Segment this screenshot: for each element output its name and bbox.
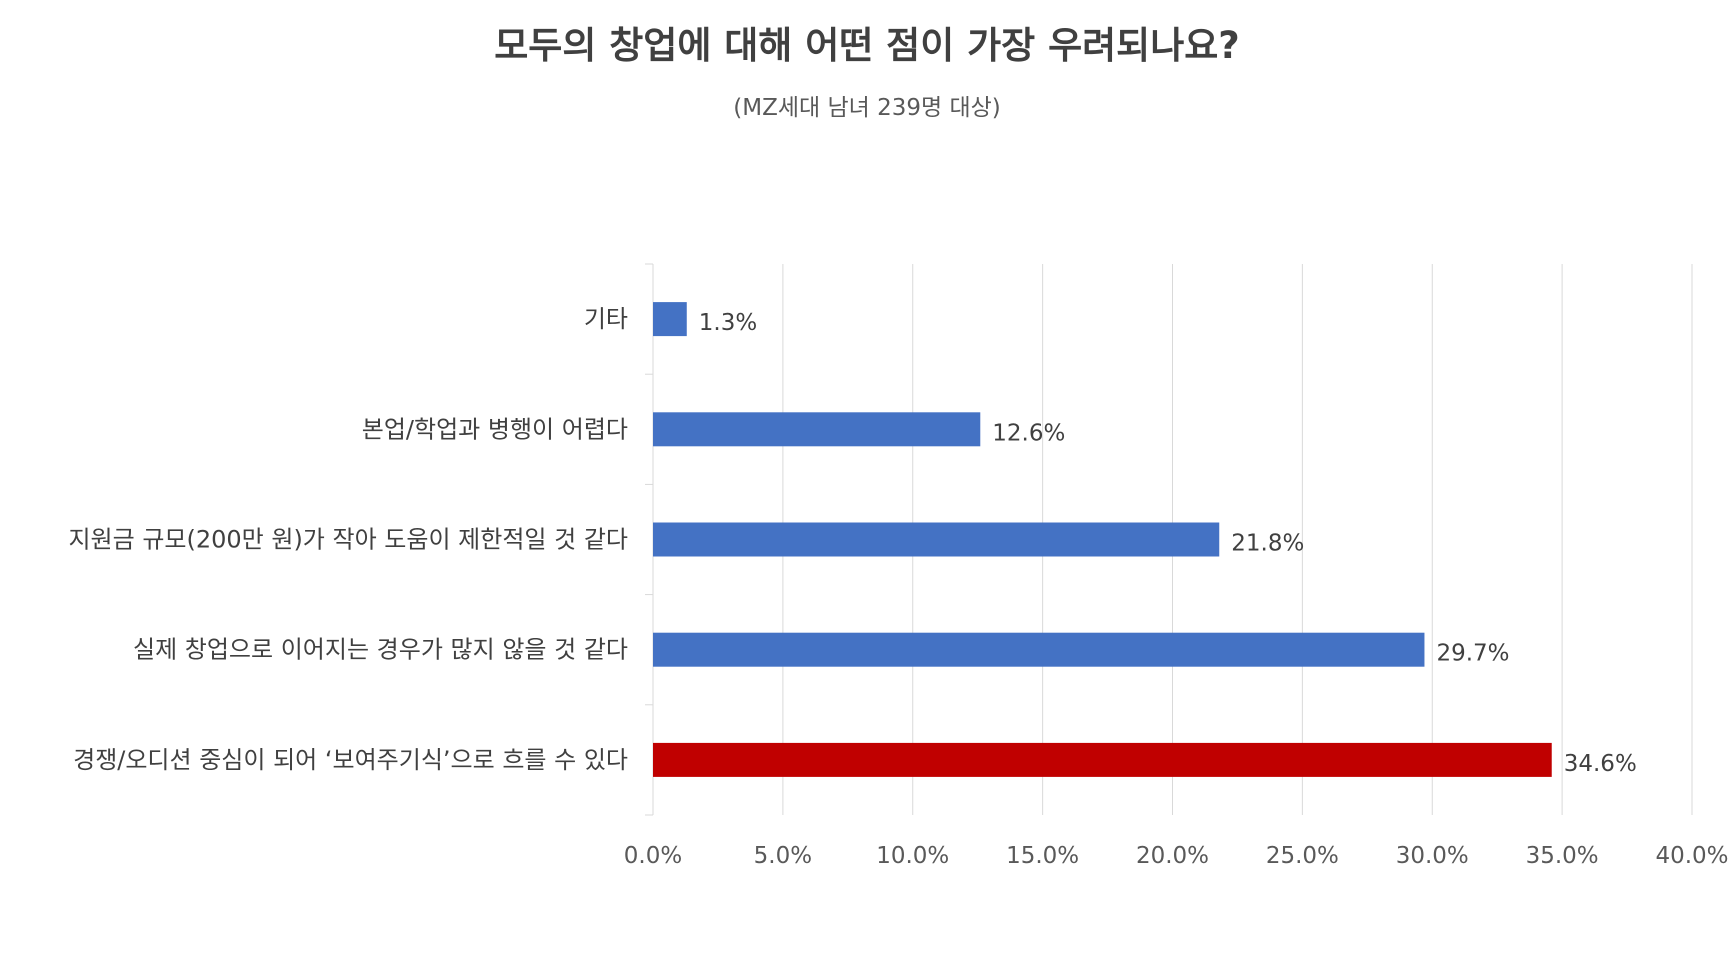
x-tick-label: 0.0% (624, 843, 682, 869)
data-label: 1.3% (699, 310, 757, 336)
x-tick-label: 10.0% (876, 843, 949, 869)
x-tick-label: 30.0% (1396, 843, 1469, 869)
x-tick-label: 15.0% (1006, 843, 1079, 869)
x-axis-ticks: 0.0% 5.0% 10.0% 15.0% 20.0% 25.0% 30.0% 35.0% 40… (624, 843, 1729, 869)
x-tick-label: 20.0% (1136, 843, 1209, 869)
bar (653, 522, 1220, 557)
x-tick-label: 40.0% (1655, 843, 1728, 869)
category-label: 지원금 규모(200만 원)가 작아 도움이 제한적일 것 같다 (68, 526, 628, 554)
category-label: 실제 창업으로 이어지는 경우가 많지 않을 것 같다 (133, 636, 628, 664)
x-tick-label: 5.0% (754, 843, 812, 869)
bars (653, 302, 1552, 777)
data-label: 12.6% (992, 420, 1065, 446)
chart-subtitle: (MZ세대 남녀 239명 대상) (733, 95, 1001, 121)
category-label: 기타 (584, 305, 628, 333)
data-label: 34.6% (1564, 751, 1637, 777)
data-labels: 1.3% 12.6% 21.8% 29.7% 34.6% (699, 310, 1637, 777)
bar (653, 412, 981, 447)
data-label: 21.8% (1231, 531, 1304, 557)
chart-title: 모두의 창업에 대해 어떤 점이 가장 우려되나요? (494, 24, 1240, 67)
bar (653, 742, 1552, 777)
category-label: 경쟁/오디션 중심이 되어 ‘보여주기식’으로 흐를 수 있다 (73, 746, 628, 774)
bar (653, 632, 1425, 667)
category-label: 본업/학업과 병행이 어렵다 (362, 415, 628, 443)
bar (653, 302, 687, 337)
data-label: 29.7% (1436, 641, 1509, 667)
x-tick-label: 25.0% (1266, 843, 1339, 869)
x-tick-label: 35.0% (1526, 843, 1599, 869)
